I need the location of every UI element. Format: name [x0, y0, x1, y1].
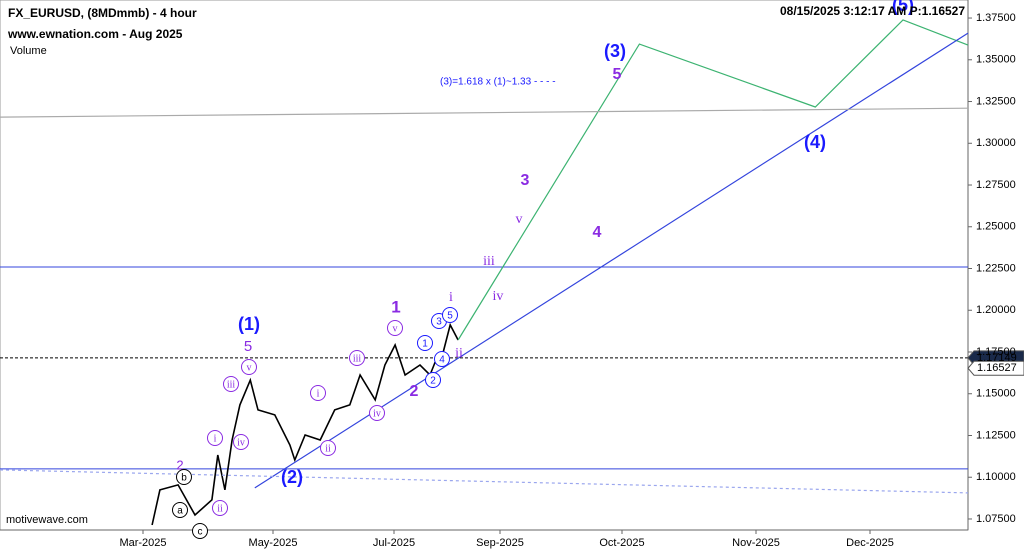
x-tick-label: Nov-2025 — [732, 537, 780, 549]
wave-label: (3) — [604, 41, 626, 61]
wave-circle — [223, 376, 239, 392]
wave-label: c — [198, 527, 203, 538]
y-tick-label: 1.35000 — [976, 54, 1016, 66]
wave-circle — [172, 502, 188, 518]
wave-label: ii — [455, 346, 463, 361]
wave-label: 5 — [447, 311, 453, 322]
wave-label: ii — [325, 443, 331, 454]
y-tick-label: 1.32500 — [976, 95, 1016, 107]
y-tick-label: 1.30000 — [976, 137, 1016, 149]
indicator: Volume — [10, 45, 47, 57]
y-tick-label: 1.37500 — [976, 12, 1016, 24]
y-tick-label: 1.17500 — [976, 346, 1016, 358]
price-line — [457, 19, 969, 341]
wave-label: i — [449, 290, 453, 305]
wave-label: b — [181, 473, 187, 484]
wave-label: 4 — [439, 355, 445, 366]
plot-area — [0, 0, 969, 531]
y-tick-label: 1.25000 — [976, 221, 1016, 233]
wave-label: (1) — [238, 314, 260, 334]
wave-circle — [233, 434, 249, 450]
wave-label: 5 — [244, 338, 252, 355]
y-tick-label: 1.15000 — [976, 388, 1016, 400]
wave-label: ii — [217, 503, 223, 514]
x-tick-label: Sep-2025 — [476, 537, 524, 549]
wave-circle — [176, 469, 192, 485]
wave-label: 3 — [436, 317, 442, 328]
wave-label: 2 — [410, 383, 419, 400]
y-tick-label: 1.12500 — [976, 429, 1016, 441]
wave-label: iii — [227, 379, 236, 390]
wave-label: 4 — [593, 224, 602, 241]
timestamp: 08/15/2025 3:12:17 AM P:1.16527 — [780, 4, 965, 18]
x-tick-label: Dec-2025 — [846, 537, 894, 549]
wave-label: iv — [493, 289, 504, 304]
x-tick-label: Oct-2025 — [599, 537, 644, 549]
wave-circle — [310, 385, 326, 401]
y-tick-label: 1.27500 — [976, 179, 1016, 191]
wave-circle — [320, 440, 336, 456]
wave-circle — [192, 523, 208, 539]
wave-circle — [425, 372, 441, 388]
wave-circle — [212, 500, 228, 516]
price-label: 1.16527 — [977, 362, 1017, 374]
wave-label: i — [214, 433, 217, 444]
x-tick-label: May-2025 — [249, 537, 298, 549]
wave-label: 1 — [391, 297, 400, 316]
price-label: 1.17149 — [977, 352, 1017, 364]
y-tick-label: 1.10000 — [976, 471, 1016, 483]
watermark: motivewave.com — [6, 514, 88, 526]
wave-label: iv — [373, 408, 381, 419]
price-line — [0, 107, 969, 118]
wave-label: iii — [353, 353, 362, 364]
wave-label: (3)=1.618 x (1)~1.33 - - - - — [440, 77, 556, 88]
x-tick-label: Jul-2025 — [373, 537, 415, 549]
wave-label: 1 — [422, 339, 428, 350]
y-tick-label: 1.20000 — [976, 304, 1016, 316]
wave-circle — [207, 430, 223, 446]
wave-circle — [442, 307, 458, 323]
price-tag — [967, 360, 1024, 376]
wave-circle — [434, 351, 450, 367]
wave-label: v — [393, 323, 398, 334]
wave-circle — [417, 335, 433, 351]
x-tick-label: Mar-2025 — [119, 537, 166, 549]
wave-label: 5 — [613, 66, 622, 83]
wave-circle — [369, 405, 385, 421]
wave-label: v — [516, 212, 523, 227]
wave-label: 2 — [176, 457, 183, 472]
wave-label: v — [247, 362, 252, 373]
wave-label: (2) — [281, 467, 303, 487]
y-tick-label: 1.22500 — [976, 262, 1016, 274]
wave-label: a — [177, 506, 183, 517]
wave-circle — [349, 350, 365, 366]
wave-circle — [241, 359, 257, 375]
subtitle: www.ewnation.com - Aug 2025 — [7, 27, 183, 41]
wave-label: (5) — [892, 0, 914, 15]
wave-label: i — [317, 388, 320, 399]
price-line — [151, 322, 459, 526]
labels: 1.07500 1.10000 1.12500 1.15000 1.17500 1.200… — [119, 0, 1016, 549]
price-line — [0, 469, 969, 494]
chart-title: FX_EURUSD, (8MDmmb) - 4 hour — [8, 6, 197, 20]
wave-label: 2 — [430, 376, 436, 387]
wave-label: 3 — [521, 172, 530, 189]
wave-circle — [387, 320, 403, 336]
wave-label: (4) — [804, 132, 826, 152]
wave-label: iv — [237, 437, 245, 448]
y-tick-label: 1.07500 — [976, 513, 1016, 525]
wave-label: iii — [483, 254, 495, 269]
